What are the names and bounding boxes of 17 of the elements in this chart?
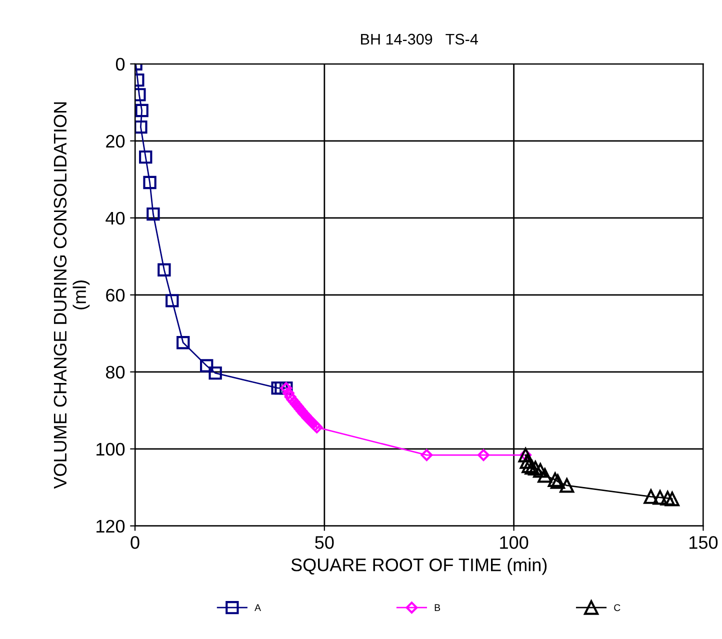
y-tick-label: 0 bbox=[116, 58, 125, 71]
y-tick-label: 120 bbox=[96, 520, 125, 533]
legend-label: C bbox=[614, 604, 620, 612]
x-tick-label: 150 bbox=[690, 536, 718, 549]
chart-title: BH 14-309 TS-4 bbox=[361, 34, 478, 45]
y-tick-label: 20 bbox=[106, 134, 125, 148]
y-tick-label: 100 bbox=[96, 442, 125, 456]
x-tick-label: 100 bbox=[500, 536, 528, 549]
x-axis-title: SQUARE ROOT OF TIME (min) bbox=[291, 558, 547, 575]
y-tick-label: 80 bbox=[106, 366, 125, 379]
x-tick-label: 0 bbox=[130, 536, 140, 549]
y-tick-label: 40 bbox=[106, 212, 125, 225]
legend-label: B bbox=[434, 604, 440, 611]
legend-label: A bbox=[254, 604, 262, 611]
x-tick-label: 50 bbox=[315, 536, 334, 549]
y-tick-label: 60 bbox=[106, 288, 125, 302]
y-axis-title: VOLUME CHANGE DURING CONSOLIDATION (ml) bbox=[54, 102, 90, 489]
